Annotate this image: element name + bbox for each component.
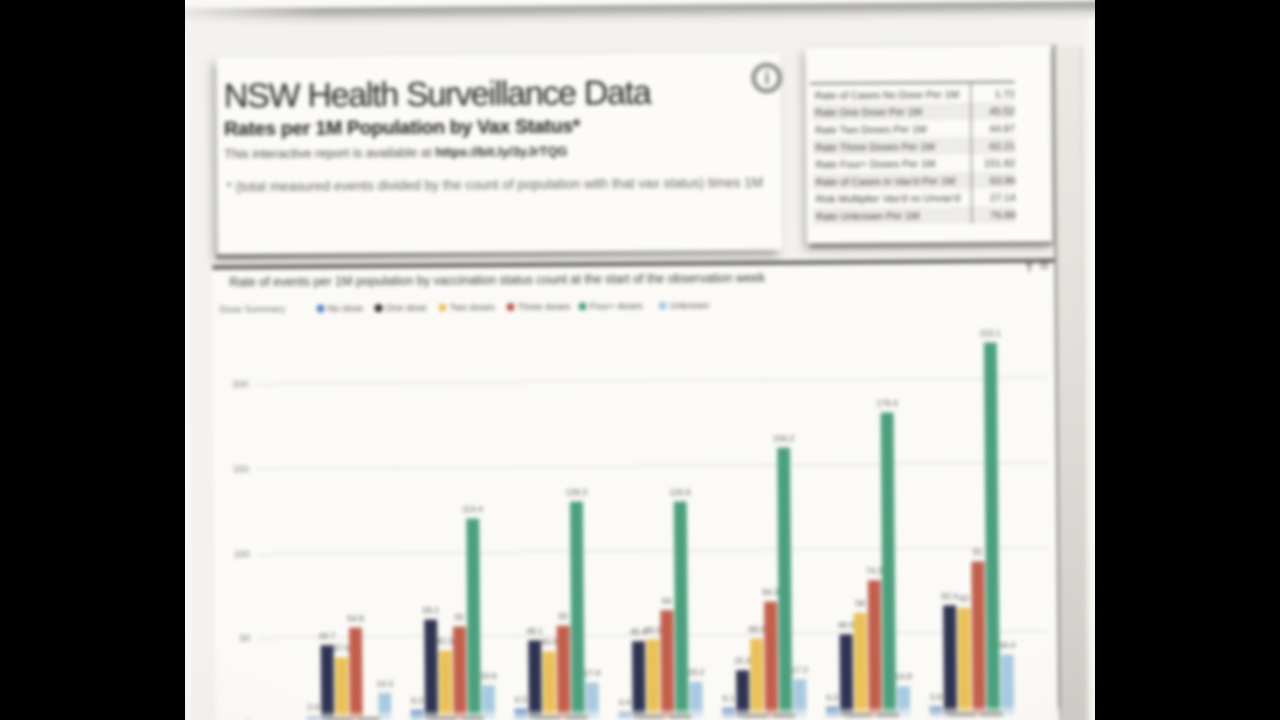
svg-text:Rate of events per 1M populati: Rate of events per 1M population by vacc… <box>229 271 766 289</box>
svg-text:55: 55 <box>558 611 568 621</box>
svg-text:19.2: 19.2 <box>688 667 705 677</box>
svg-text:14.8: 14.8 <box>895 671 912 681</box>
svg-text:Rate Three Doses Per 1M: Rate Three Doses Per 1M <box>815 142 935 154</box>
svg-text:17.6: 17.6 <box>584 668 601 678</box>
svg-text:215.1: 215.1 <box>980 328 1002 338</box>
svg-text:156.2: 156.2 <box>773 433 795 443</box>
svg-text:200: 200 <box>232 379 248 390</box>
svg-text:76.89: 76.89 <box>990 210 1016 221</box>
svg-text:100: 100 <box>234 549 250 560</box>
svg-text:54.8: 54.8 <box>347 613 364 623</box>
svg-text:Two doses: Two doses <box>450 302 496 313</box>
svg-text:34.4: 34.4 <box>999 640 1016 650</box>
svg-text:41.0: 41.0 <box>437 636 454 646</box>
svg-text:46.4: 46.4 <box>630 627 647 637</box>
svg-text:48.0: 48.0 <box>748 624 765 634</box>
svg-text:150: 150 <box>233 464 249 475</box>
svg-text:64.3: 64.3 <box>762 587 779 597</box>
svg-text:62.21: 62.21 <box>989 141 1015 152</box>
svg-text:55: 55 <box>455 612 465 622</box>
svg-text:5.9: 5.9 <box>930 692 942 702</box>
svg-text:46.6: 46.6 <box>838 620 855 630</box>
svg-text:Rate Two Doses Per 1M: Rate Two Doses Per 1M <box>815 125 926 137</box>
svg-text:4.4: 4.4 <box>619 697 631 707</box>
svg-text:48.1: 48.1 <box>526 626 543 636</box>
svg-text:151.82: 151.82 <box>984 159 1016 170</box>
svg-text:17.2: 17.2 <box>791 665 808 675</box>
svg-text:14.3: 14.3 <box>376 678 393 688</box>
svg-text:91: 91 <box>973 547 983 557</box>
svg-text:62.4: 62.4 <box>941 591 958 601</box>
svg-text:44.7: 44.7 <box>319 631 336 641</box>
svg-text:59.2: 59.2 <box>422 605 439 615</box>
svg-text:37.5: 37.5 <box>333 643 350 653</box>
svg-text:74.3: 74.3 <box>866 566 883 576</box>
svg-text:45.52: 45.52 <box>989 107 1015 118</box>
svg-text:Rate One Dose Per 1M: Rate One Dose Per 1M <box>815 107 922 119</box>
svg-text:No dose: No dose <box>328 303 363 314</box>
svg-text:6.3: 6.3 <box>411 695 423 705</box>
svg-text:44.87: 44.87 <box>989 124 1015 135</box>
svg-text:176.4: 176.4 <box>876 398 898 408</box>
svg-text:Three doses: Three doses <box>518 302 571 313</box>
svg-text:Four+ doses: Four+ doses <box>590 301 643 312</box>
svg-text:6.5: 6.5 <box>515 694 527 704</box>
svg-text:Rate of Cases No Dose Per 1M: Rate of Cases No Dose Per 1M <box>815 90 959 102</box>
svg-text:Rate of Cases in Vax'd Per 1M: Rate of Cases in Vax'd Per 1M <box>816 176 956 188</box>
svg-text:40.0: 40.0 <box>541 637 558 647</box>
svg-text:2.4: 2.4 <box>307 702 319 712</box>
svg-text:64: 64 <box>662 596 672 606</box>
svg-text:25.4: 25.4 <box>734 656 751 666</box>
svg-text:63: 63 <box>959 593 969 603</box>
svg-text:16.6: 16.6 <box>480 671 497 681</box>
svg-text:6.1: 6.1 <box>723 693 735 703</box>
svg-text:63.96: 63.96 <box>990 176 1016 187</box>
svg-text:126.3: 126.3 <box>566 487 588 497</box>
svg-text:Rate Four+ Doses Per 1M: Rate Four+ Doses Per 1M <box>815 159 935 171</box>
svg-text:Unknown: Unknown <box>670 300 710 311</box>
svg-text:6.2: 6.2 <box>826 692 838 702</box>
svg-text:46.0: 46.0 <box>644 625 661 635</box>
svg-text:Rate Unknown Per 1M: Rate Unknown Per 1M <box>816 211 920 223</box>
svg-text:58: 58 <box>855 598 865 608</box>
svg-text:114.4: 114.4 <box>462 504 483 514</box>
svg-text:Risk Multiplier Vax'd vs Unvax: Risk Multiplier Vax'd vs Unvax'd <box>816 194 961 206</box>
svg-text:50: 50 <box>240 633 251 644</box>
svg-text:1.72: 1.72 <box>995 89 1015 100</box>
svg-text:125.6: 125.6 <box>669 487 691 497</box>
svg-text:Dose Summary: Dose Summary <box>220 304 286 316</box>
svg-text:One dose: One dose <box>386 303 427 314</box>
svg-text:27.14: 27.14 <box>990 193 1016 204</box>
